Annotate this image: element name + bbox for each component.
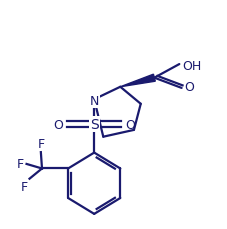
Text: F: F <box>21 180 28 194</box>
Polygon shape <box>120 75 155 87</box>
Text: F: F <box>37 137 44 150</box>
Text: O: O <box>184 80 194 93</box>
Text: N: N <box>89 95 99 107</box>
Text: O: O <box>126 118 136 131</box>
Text: S: S <box>90 118 99 132</box>
Text: F: F <box>17 158 24 171</box>
Text: O: O <box>53 118 63 131</box>
Text: OH: OH <box>182 60 201 73</box>
